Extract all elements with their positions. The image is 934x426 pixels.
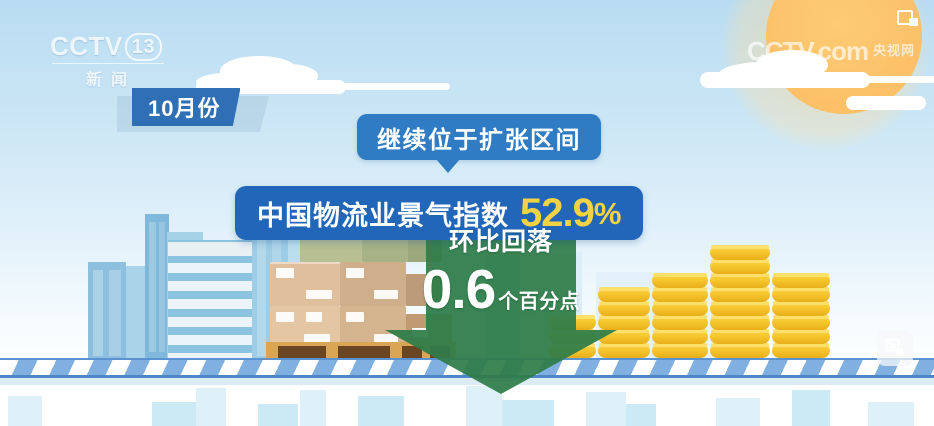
callout-bubble-tail xyxy=(436,159,460,173)
cctv-watermark: CCTV.com 央视网 xyxy=(747,38,917,78)
box xyxy=(270,262,340,306)
callout-bubble-text: 继续位于扩张区间 xyxy=(377,126,581,154)
watermark-cn: 央视网 xyxy=(872,43,915,58)
building xyxy=(88,262,126,370)
callout-bubble: 继续位于扩张区间 xyxy=(357,114,601,160)
coin-stack xyxy=(772,252,830,358)
main-banner-value: 52.9 xyxy=(520,191,595,235)
building xyxy=(145,214,169,370)
logo-divider xyxy=(52,63,164,64)
box xyxy=(270,306,340,348)
main-banner-title: 中国物流业景气指数 xyxy=(257,200,509,231)
watermark-brand: CCTV.com xyxy=(747,36,869,66)
main-banner: 中国物流业景气指数 52.9 % xyxy=(235,186,644,240)
coin-stack xyxy=(652,248,708,358)
picture-in-picture-icon[interactable] xyxy=(897,10,919,30)
arrow-callout-unit: 个百分点 xyxy=(498,291,581,313)
main-banner-unit: % xyxy=(593,195,622,231)
arrow-callout: 环比回落 0.6 个百分点 xyxy=(385,230,617,317)
coin-stack xyxy=(710,224,770,358)
cctv-logo-number: 13 xyxy=(124,33,163,61)
cctv-logo-text: CCTV xyxy=(50,31,123,61)
down-arrow-shape xyxy=(385,222,617,394)
expand-window-button[interactable] xyxy=(877,330,913,366)
month-badge: 10月份 xyxy=(132,88,241,126)
arrow-callout-label: 环比回落 xyxy=(448,228,553,256)
month-badge-label: 10月份 xyxy=(148,96,221,121)
cctv-logo-subtitle: 新闻 xyxy=(85,72,136,89)
cctv-channel-logo: CCTV 13 新闻 xyxy=(50,31,172,89)
arrow-callout-value: 0.6 xyxy=(421,258,496,320)
foreground-ghost-skyline xyxy=(0,356,934,426)
expand-window-icon xyxy=(885,338,904,356)
box xyxy=(340,262,406,306)
